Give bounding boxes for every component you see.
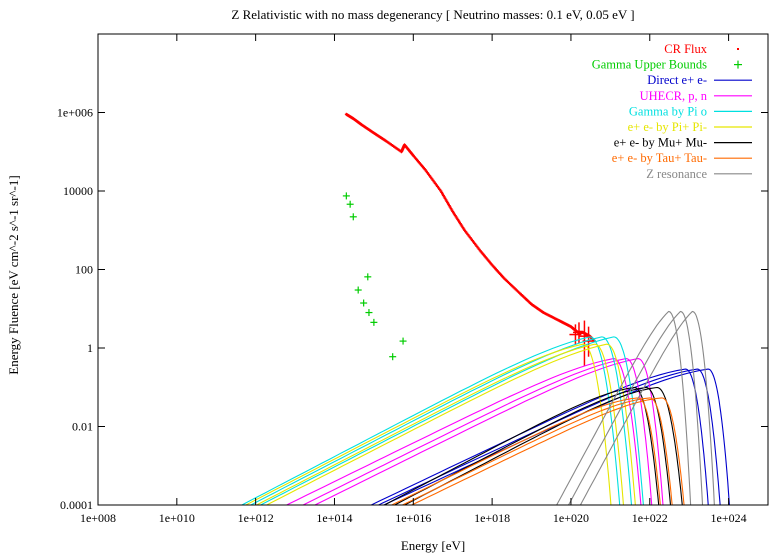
- series-curve: [313, 358, 664, 505]
- x-tick-label: 1e+016: [395, 511, 431, 525]
- y-tick-label: 1: [87, 341, 93, 355]
- legend-label: Direct e+ e-: [647, 73, 707, 87]
- y-tick-label: 0.01: [72, 420, 93, 434]
- legend-label: Gamma by Pi o: [629, 104, 707, 118]
- series-curve: [410, 397, 685, 505]
- series-curve: [259, 336, 644, 505]
- series-curve: [383, 386, 660, 505]
- legend-label: e+ e- by Tau+ Tau-: [612, 151, 707, 165]
- series-curve: [244, 343, 612, 505]
- y-tick-label: 1e+006: [57, 106, 93, 120]
- legend-label: Gamma Upper Bounds: [592, 58, 707, 72]
- series-curve: [240, 336, 621, 505]
- series-gamma-upper-bounds: [342, 192, 407, 361]
- x-tick-label: 1e+008: [80, 511, 116, 525]
- x-tick-label: 1e+014: [316, 511, 352, 525]
- series-curve: [285, 358, 642, 505]
- legend-label: Z resonance: [646, 167, 707, 181]
- series-curve: [265, 343, 636, 505]
- x-tick-label: 1e+018: [474, 511, 510, 525]
- chart-title: Z Relativistic with no mass degenerancy …: [231, 7, 634, 22]
- y-tick-label: 10000: [63, 184, 93, 198]
- series-cr-flux: [344, 112, 596, 366]
- y-tick-label: 100: [75, 263, 93, 277]
- legend-label: e+ e- by Mu+ Mu-: [614, 136, 707, 150]
- ticks-layer: 1e+008 1e+010 1e+012 1e+014 1e+016 1e+018 1e+0…: [57, 34, 768, 525]
- legend-label: e+ e- by Pi+ Pi-: [628, 120, 707, 134]
- series-curve: [369, 368, 709, 505]
- legend-label: UHECR, p, n: [640, 89, 708, 103]
- series-curve: [390, 397, 661, 505]
- series-curve: [401, 397, 673, 505]
- legend-swatch: [737, 48, 739, 50]
- series-curve: [567, 310, 704, 505]
- series-curve: [403, 386, 683, 505]
- series-curve: [377, 368, 721, 505]
- series-curve: [301, 358, 653, 505]
- legend-label: CR Flux: [664, 42, 707, 56]
- y-axis-label: Energy Fluence [eV cm^-2 s^-1 sr^-1]: [6, 175, 21, 374]
- series-curve: [556, 310, 692, 505]
- series-curve: [255, 343, 624, 505]
- series-curve: [249, 336, 633, 505]
- series-curve: [382, 368, 730, 505]
- plot-area: [240, 112, 730, 505]
- x-axis-label: Energy [eV]: [401, 538, 465, 553]
- x-tick-label: 1e+022: [632, 511, 668, 525]
- series-e-e-by-tau-tau: [390, 397, 685, 505]
- x-tick-label: 1e+020: [553, 511, 589, 525]
- series-uhecr-p-n: [285, 358, 664, 505]
- series-curve: [579, 310, 715, 505]
- x-tick-label: 1e+010: [159, 511, 195, 525]
- series-layer: [240, 112, 730, 505]
- series-z-resonance: [556, 310, 715, 505]
- x-tick-label: 1e+012: [238, 511, 274, 525]
- x-tick-label: 1e+024: [711, 511, 747, 525]
- y-tick-label: 0.0001: [60, 498, 93, 512]
- series-direct-e-e: [369, 368, 730, 505]
